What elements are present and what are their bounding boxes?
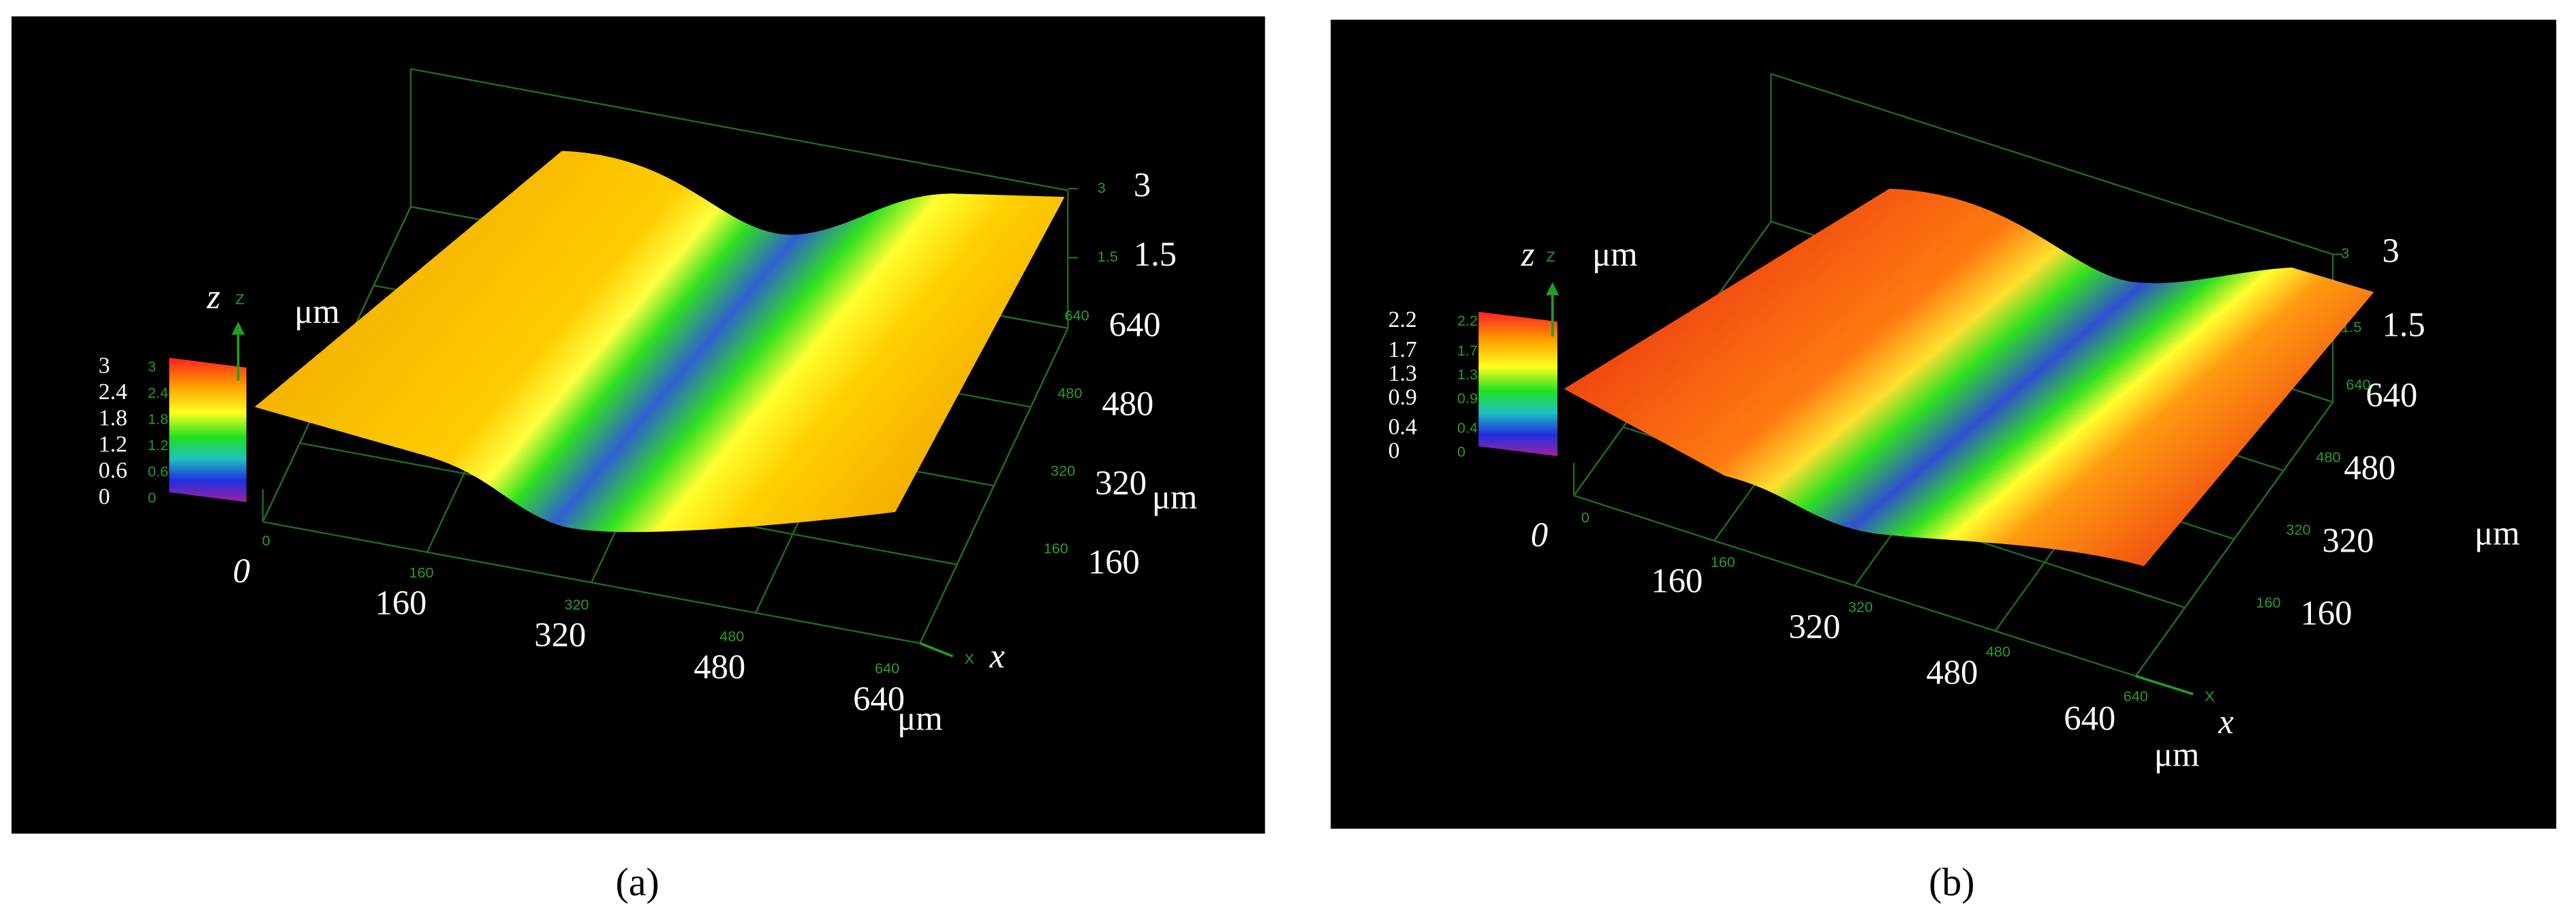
x-tick-label: 160 [1651,561,1703,599]
y-tick-label-small: 480 [1057,385,1082,402]
colorbar-label-small: 1.7 [1457,342,1478,359]
y-tick-label: 160 [2300,594,2352,632]
box-edge [1771,73,2333,255]
colorbar-label-small: 3 [148,358,156,375]
z-tick-label: 3 [2382,232,2399,270]
z-arrow-head [232,321,245,335]
x-tick-label: 0 [233,552,250,590]
y-tick-label-small: 160 [1044,539,1068,556]
x-tick-label: 480 [694,648,745,686]
colorbar-label-small: 0.9 [1457,390,1478,407]
colorbar-label: 2.2 [1388,307,1417,332]
colorbar-label-small: 2.2 [1457,312,1478,329]
colorbar-label-small: 0 [1457,443,1465,460]
y-tick-label: 640 [2365,376,2417,414]
surface [254,151,1065,533]
z-unit: μm [294,292,340,330]
y-tick-label: 160 [1088,543,1140,581]
colorbar-label: 0 [99,484,110,509]
z-label: z [206,278,221,316]
y-tick-label: 320 [2322,521,2374,559]
x-arrow [2135,674,2194,695]
x-tick-label-small: 160 [409,564,433,581]
x-unit: μm [2154,736,2200,774]
z-tick-label-small: 1.5 [1098,248,1118,265]
x-arrow [919,642,954,658]
x-tick-label-small: 640 [2124,688,2148,705]
z-tick-label-small: 3 [1098,179,1106,196]
y-tick-label: 320 [1095,464,1147,502]
y-tick-label: 480 [2344,449,2395,487]
colorbar-label: 1.2 [99,432,127,457]
colorbar [1478,311,1557,456]
z-axis-letter: Z [1547,248,1555,265]
x-tick-label: 480 [1926,653,1978,691]
x-tick-label-small: 0 [1581,509,1589,526]
z-axis-letter: Z [235,291,244,308]
colorbar-label: 0.4 [1388,415,1417,440]
z-tick-label: 1.5 [2382,305,2425,343]
colorbar-label-small: 1.3 [1457,366,1478,383]
x-label: x [989,637,1005,675]
x-tick-label: 320 [1788,608,1840,646]
x-tick-label-small: 0 [262,532,270,549]
x-tick-label-small: 480 [1986,643,2011,660]
panel-label: (b) [1929,860,1974,904]
colorbar-label-small: 1.2 [148,437,168,454]
colorbar-label: 0.9 [1388,385,1417,410]
x-tick-label: 0 [1531,516,1548,554]
colorbar-label-small: 0.4 [1457,420,1478,437]
colorbar [169,358,247,503]
colorbar-label: 1.7 [1388,337,1417,362]
x-tick-label-small: 480 [719,628,744,645]
x-axis-letter: X [2205,688,2215,705]
x-tick-label: 640 [2064,699,2115,738]
y-tick-label-small: 640 [1065,307,1089,324]
colorbar-label: 2.4 [99,379,127,405]
x-label: x [2218,703,2234,741]
x-tick-label: 640 [853,680,905,718]
surface [1564,189,2374,567]
colorbar-label: 0 [1388,439,1400,464]
y-tick-label: 640 [1109,305,1161,343]
x-axis-letter: X [964,650,974,667]
y-unit: μm [2474,514,2520,552]
colorbar-label-small: 2.4 [148,384,168,401]
z-label: z [1521,235,1535,273]
x-tick-label: 160 [375,584,426,622]
y-tick-label-small: 320 [2286,521,2310,538]
z-tick-label: 3 [1134,166,1151,204]
colorbar-label: 1.3 [1388,361,1417,386]
y-tick-label-small: 160 [2256,594,2280,611]
colorbar-label-small: 1.8 [148,411,168,428]
colorbar-label-small: 0.6 [148,463,168,480]
y-unit: μm [1152,477,1198,516]
z-unit: μm [1592,235,1638,273]
z-tick-label: 1.5 [1134,235,1177,273]
y-tick-label-small: 640 [2346,376,2370,393]
x-tick-label-small: 640 [875,660,899,677]
colorbar-label: 0.6 [99,458,127,484]
colorbar-label-small: 0 [148,489,156,506]
y-tick-label: 480 [1102,385,1153,423]
x-tick-label-small: 320 [564,596,589,613]
z-tick-label-small: 3 [2341,245,2349,262]
x-unit: μm [897,699,943,738]
y-tick-label-small: 320 [1051,462,1075,479]
z-arrow-head [1546,282,1559,296]
box-edge [410,68,1068,191]
x-tick-label-small: 320 [1848,598,1873,615]
colorbar-label: 1.8 [99,406,127,431]
panel-label: (a) [615,860,659,904]
x-tick-label-small: 160 [1711,554,1735,571]
x-tick-label: 320 [534,616,586,654]
colorbar-label: 3 [99,353,110,378]
y-tick-label-small: 480 [2316,449,2340,466]
